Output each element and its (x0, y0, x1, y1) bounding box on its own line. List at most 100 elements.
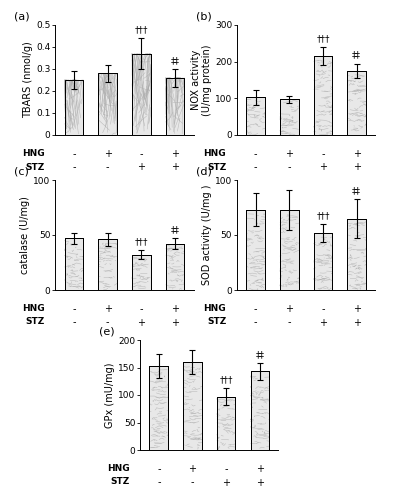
Bar (348, 71, 366, 135)
Text: HNG: HNG (203, 304, 226, 314)
Text: -: - (139, 150, 143, 160)
Text: HNG: HNG (22, 150, 45, 158)
Text: -: - (254, 162, 257, 172)
Bar (246, 210, 265, 290)
Text: -: - (139, 304, 143, 314)
Text: +: + (353, 162, 361, 172)
Bar (246, 210, 265, 290)
Text: -: - (72, 318, 75, 328)
Text: -: - (288, 318, 291, 328)
Text: †††: ††† (316, 34, 330, 43)
Text: ‡‡: ‡‡ (256, 350, 264, 359)
Text: +: + (171, 318, 179, 328)
Bar (98, 74, 117, 135)
Bar (64, 80, 83, 135)
Text: +: + (171, 162, 179, 172)
Text: +: + (319, 318, 327, 328)
Bar (251, 372, 269, 450)
Text: +: + (256, 478, 264, 488)
Bar (166, 78, 184, 135)
Text: +: + (103, 304, 111, 314)
Text: STZ: STZ (110, 478, 130, 486)
Text: ‡‡: ‡‡ (171, 56, 179, 65)
Text: †††: ††† (135, 238, 148, 246)
Bar (246, 97, 265, 135)
Bar (314, 56, 332, 135)
Text: -: - (157, 464, 160, 474)
Text: +: + (353, 150, 361, 160)
Text: +: + (137, 318, 145, 328)
Text: +: + (103, 150, 111, 160)
Y-axis label: TBARS (nmol/g): TBARS (nmol/g) (23, 42, 33, 118)
Text: (a): (a) (14, 12, 30, 22)
Text: (b): (b) (196, 12, 211, 22)
Text: -: - (72, 162, 75, 172)
Text: HNG: HNG (22, 304, 45, 314)
Bar (64, 80, 83, 135)
Bar (314, 233, 332, 290)
Bar (280, 100, 299, 135)
Bar (166, 78, 184, 135)
Text: STZ: STZ (25, 318, 45, 326)
Y-axis label: catalase (U/mg): catalase (U/mg) (21, 196, 30, 274)
Text: -: - (254, 304, 257, 314)
Text: -: - (72, 150, 75, 160)
Y-axis label: NOX activity
(U/mg protein): NOX activity (U/mg protein) (190, 44, 212, 116)
Bar (98, 240, 117, 290)
Bar (348, 71, 366, 135)
Bar (98, 74, 117, 135)
Bar (132, 255, 150, 290)
Bar (166, 244, 184, 290)
Bar (149, 366, 168, 450)
Bar (348, 218, 366, 290)
Bar (246, 97, 265, 135)
Text: -: - (224, 464, 228, 474)
Bar (217, 396, 235, 450)
Text: ‡‡: ‡‡ (352, 50, 361, 59)
Text: ‡‡: ‡‡ (352, 186, 361, 195)
Bar (280, 100, 299, 135)
Text: -: - (321, 304, 325, 314)
Text: -: - (254, 318, 257, 328)
Text: +: + (285, 304, 293, 314)
Text: +: + (222, 478, 230, 488)
Bar (166, 244, 184, 290)
Text: †††: ††† (316, 211, 330, 220)
Text: +: + (285, 150, 293, 160)
Text: -: - (72, 304, 75, 314)
Text: +: + (171, 150, 179, 160)
Bar (280, 210, 299, 290)
Y-axis label: SOD activity (U/mg ): SOD activity (U/mg ) (202, 184, 212, 285)
Bar (149, 366, 168, 450)
Bar (132, 54, 150, 135)
Bar (183, 362, 202, 450)
Bar (251, 372, 269, 450)
Text: †††: ††† (220, 376, 233, 384)
Text: +: + (137, 162, 145, 172)
Text: +: + (188, 464, 196, 474)
Bar (98, 240, 117, 290)
Text: (c): (c) (14, 167, 29, 177)
Bar (64, 238, 83, 290)
Bar (314, 56, 332, 135)
Text: HNG: HNG (107, 464, 130, 473)
Bar (64, 238, 83, 290)
Text: †††: ††† (135, 26, 148, 35)
Text: (e): (e) (99, 327, 115, 337)
Text: +: + (171, 304, 179, 314)
Text: -: - (191, 478, 194, 488)
Text: HNG: HNG (203, 150, 226, 158)
Text: +: + (319, 162, 327, 172)
Text: +: + (353, 304, 361, 314)
Text: +: + (256, 464, 264, 474)
Bar (132, 54, 150, 135)
Text: +: + (353, 318, 361, 328)
Text: STZ: STZ (25, 162, 45, 172)
Bar (280, 210, 299, 290)
Text: ‡‡: ‡‡ (171, 226, 179, 234)
Text: -: - (321, 150, 325, 160)
Bar (183, 362, 202, 450)
Text: STZ: STZ (207, 162, 226, 172)
Text: -: - (106, 318, 109, 328)
Bar (132, 255, 150, 290)
